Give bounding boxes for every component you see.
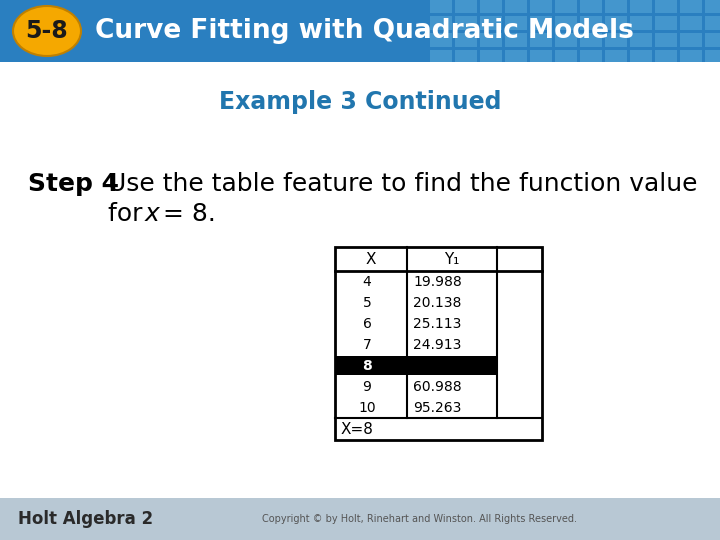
Text: 7: 7 (363, 338, 372, 352)
Text: 24.913: 24.913 (413, 338, 462, 352)
Text: Y₁: Y₁ (444, 252, 459, 267)
FancyBboxPatch shape (580, 33, 602, 47)
FancyBboxPatch shape (505, 0, 527, 13)
Text: 5-8: 5-8 (26, 19, 68, 43)
FancyBboxPatch shape (630, 50, 652, 64)
FancyBboxPatch shape (530, 33, 552, 47)
FancyBboxPatch shape (705, 33, 720, 47)
FancyBboxPatch shape (580, 0, 602, 13)
FancyBboxPatch shape (455, 50, 477, 64)
FancyBboxPatch shape (455, 33, 477, 47)
FancyBboxPatch shape (580, 16, 602, 30)
Text: 6: 6 (363, 316, 372, 330)
Text: Holt Algebra 2: Holt Algebra 2 (18, 510, 153, 528)
Text: x: x (145, 202, 160, 226)
FancyBboxPatch shape (555, 50, 577, 64)
FancyBboxPatch shape (430, 16, 452, 30)
FancyBboxPatch shape (580, 50, 602, 64)
Ellipse shape (13, 6, 81, 56)
FancyBboxPatch shape (680, 33, 702, 47)
FancyBboxPatch shape (480, 50, 502, 64)
Text: 20.138: 20.138 (413, 295, 462, 309)
Text: 4: 4 (363, 274, 372, 288)
FancyBboxPatch shape (555, 16, 577, 30)
FancyBboxPatch shape (430, 0, 452, 13)
FancyBboxPatch shape (680, 16, 702, 30)
FancyBboxPatch shape (505, 16, 527, 30)
FancyBboxPatch shape (555, 0, 577, 13)
FancyBboxPatch shape (430, 33, 452, 47)
FancyBboxPatch shape (705, 50, 720, 64)
FancyBboxPatch shape (705, 0, 720, 13)
FancyBboxPatch shape (605, 0, 627, 13)
FancyBboxPatch shape (480, 16, 502, 30)
Text: for: for (108, 202, 150, 226)
Text: = 8.: = 8. (155, 202, 216, 226)
FancyBboxPatch shape (630, 33, 652, 47)
FancyBboxPatch shape (530, 0, 552, 13)
FancyBboxPatch shape (680, 50, 702, 64)
FancyBboxPatch shape (505, 33, 527, 47)
FancyBboxPatch shape (455, 16, 477, 30)
FancyBboxPatch shape (480, 0, 502, 13)
FancyBboxPatch shape (336, 356, 496, 375)
FancyBboxPatch shape (505, 50, 527, 64)
FancyBboxPatch shape (655, 50, 677, 64)
Text: 5: 5 (363, 295, 372, 309)
FancyBboxPatch shape (655, 16, 677, 30)
FancyBboxPatch shape (555, 33, 577, 47)
FancyBboxPatch shape (0, 0, 720, 62)
Text: Copyright © by Holt, Rinehart and Winston. All Rights Reserved.: Copyright © by Holt, Rinehart and Winsto… (263, 514, 577, 524)
Text: 95.263: 95.263 (413, 401, 462, 415)
Text: 9: 9 (363, 380, 372, 394)
FancyBboxPatch shape (605, 33, 627, 47)
FancyBboxPatch shape (605, 16, 627, 30)
FancyBboxPatch shape (655, 0, 677, 13)
FancyBboxPatch shape (630, 16, 652, 30)
Text: 19.988: 19.988 (413, 274, 462, 288)
FancyBboxPatch shape (605, 50, 627, 64)
FancyBboxPatch shape (530, 16, 552, 30)
Text: Step 4: Step 4 (28, 172, 119, 196)
Text: Use the table feature to find the function value: Use the table feature to find the functi… (108, 172, 698, 196)
Text: X=8: X=8 (341, 422, 374, 436)
FancyBboxPatch shape (430, 50, 452, 64)
Text: 49.538: 49.538 (413, 359, 462, 373)
Text: 25.113: 25.113 (413, 316, 462, 330)
FancyBboxPatch shape (0, 498, 720, 540)
Text: X: X (366, 252, 377, 267)
FancyBboxPatch shape (705, 16, 720, 30)
FancyBboxPatch shape (335, 247, 542, 440)
Text: 8: 8 (362, 359, 372, 373)
FancyBboxPatch shape (530, 50, 552, 64)
FancyBboxPatch shape (655, 33, 677, 47)
Text: Curve Fitting with Quadratic Models: Curve Fitting with Quadratic Models (95, 18, 634, 44)
FancyBboxPatch shape (630, 0, 652, 13)
Text: Example 3 Continued: Example 3 Continued (219, 90, 501, 114)
FancyBboxPatch shape (480, 33, 502, 47)
FancyBboxPatch shape (680, 0, 702, 13)
Text: 10: 10 (358, 401, 376, 415)
Text: 60.988: 60.988 (413, 380, 462, 394)
FancyBboxPatch shape (455, 0, 477, 13)
